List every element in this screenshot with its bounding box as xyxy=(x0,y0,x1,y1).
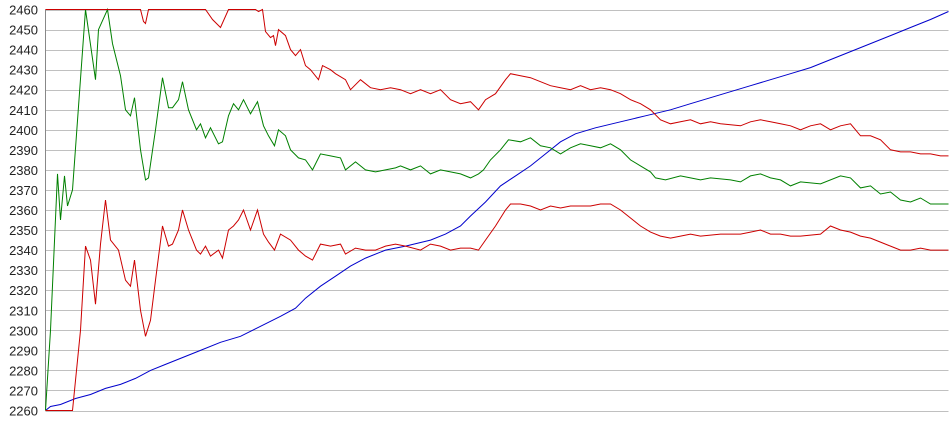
y-tick-label: 2280 xyxy=(9,363,38,378)
grid-lines xyxy=(45,9,949,412)
series-line-red-lower xyxy=(45,199,949,411)
y-tick-label: 2350 xyxy=(9,223,38,238)
y-tick-label: 2460 xyxy=(9,3,38,18)
y-tick-label: 2260 xyxy=(9,404,38,419)
y-tick-label: 2340 xyxy=(9,243,38,258)
y-tick-label: 2300 xyxy=(9,323,38,338)
y-tick-label: 2440 xyxy=(9,43,38,58)
y-tick-label: 2380 xyxy=(9,163,38,178)
y-tick-label: 2400 xyxy=(9,123,38,138)
y-tick-label: 2410 xyxy=(9,103,38,118)
series-line-green xyxy=(45,7,949,411)
y-tick-label: 2330 xyxy=(9,263,38,278)
y-tick-label: 2320 xyxy=(9,283,38,298)
y-tick-label: 2270 xyxy=(9,383,38,398)
y-tick-label: 2450 xyxy=(9,23,38,38)
series-lines xyxy=(45,7,949,411)
y-tick-label: 2310 xyxy=(9,303,38,318)
y-axis-ticks: 2260 2270 2280 2290 2300 2310 2320 2330 2340 2350… xyxy=(9,3,38,419)
y-tick-label: 2430 xyxy=(9,63,38,78)
series-line-red-upper xyxy=(45,8,949,157)
y-tick-label: 2420 xyxy=(9,83,38,98)
y-tick-label: 2370 xyxy=(9,183,38,198)
y-tick-label: 2360 xyxy=(9,203,38,218)
y-tick-label: 2290 xyxy=(9,343,38,358)
series-line-blue xyxy=(45,11,949,411)
y-tick-label: 2390 xyxy=(9,143,38,158)
